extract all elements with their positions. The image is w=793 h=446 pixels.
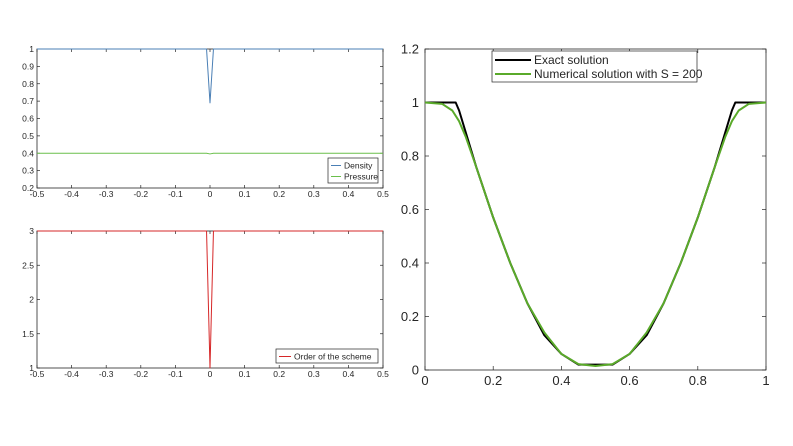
x-tick-label: 0 [208,369,213,379]
x-tick-label: 0.5 [377,369,389,379]
x-tick-label: -0.5 [30,369,45,379]
legend-label: Order of the scheme [294,352,372,362]
x-tick-label: 0.6 [621,373,639,388]
legend-label: Density [344,161,373,171]
x-tick-label: 1 [762,373,769,388]
legend-box [327,157,379,184]
y-tick-label: 0.4 [22,148,34,158]
y-tick-label: 0.7 [22,96,34,106]
x-tick-label: 0.1 [239,369,251,379]
x-tick-label: 0.2 [273,189,285,199]
x-tick-label: 0.3 [308,189,320,199]
chart-bottom-left: -0.5 -0.4 -0.3 -0.2 -0.1 0 0.1 0.2 0.3 0.4 0.5 1 1.5… [22,226,389,379]
y-tick-label: 0.5 [22,131,34,141]
x-tick-label: 0.2 [484,373,502,388]
x-tick-label: -0.4 [64,189,79,199]
y-tick-label: 1.5 [22,329,34,339]
axes-box [424,48,767,371]
x-tick-label: 0.2 [273,369,285,379]
legend-label: Numerical solution with S = 200 [534,67,703,81]
x-tick-label: -0.3 [99,369,114,379]
y-tick-label: 1 [29,363,34,373]
legend-label: Exact solution [534,53,609,67]
y-tick-label: 0.9 [22,61,34,71]
x-tick-label: -0.2 [133,189,148,199]
y-tick-label: 0.2 [401,309,419,324]
y-tick-label: 2.5 [22,260,34,270]
y-tick-label: 0.8 [22,79,34,89]
y-tick-label: 1 [412,95,419,110]
legend-box [491,50,698,83]
y-tick-label: 1 [29,44,34,54]
series-line-exact-solution [425,101,766,366]
x-tick-label: -0.4 [64,369,79,379]
x-tick-label: 0 [208,189,213,199]
y-tick-label: 0.4 [401,256,419,271]
y-tick-label: 0.8 [401,149,419,164]
y-tick-label: 2 [29,295,34,305]
legend-box [275,348,379,364]
x-tick-label: -0.1 [168,369,183,379]
x-tick-label: -0.1 [168,189,183,199]
y-tick-label: 3 [29,226,34,236]
y-tick-label: 0 [412,363,419,378]
x-tick-label: 0.4 [342,369,354,379]
chart-top-left: -0.5 -0.4 -0.3 -0.2 -0.1 0 0.1 0.2 0.3 0.4 0.5 0.2 0… [22,44,389,199]
y-tick-label: 0.3 [22,166,34,176]
y-tick-label: 0.6 [22,114,34,124]
x-tick-label: -0.2 [133,369,148,379]
x-tick-label: -0.3 [99,189,114,199]
series-line-density [37,48,383,104]
x-tick-label: 0.3 [308,369,320,379]
x-tick-label: 0.4 [342,189,354,199]
legend-label: Pressure [344,172,378,182]
x-tick-label: 0.1 [239,189,251,199]
axes-box [36,230,384,369]
series-line-order-of-the-scheme [37,230,383,369]
legend: Order of the scheme [275,348,379,364]
series-line-numerical-solution-with-s-200 [424,101,767,367]
x-tick-label: 0.8 [689,373,707,388]
x-tick-label: -0.5 [30,189,45,199]
y-tick-label: 0.2 [22,183,34,193]
y-tick-label: 0.6 [401,202,419,217]
y-tick-label: 1.2 [401,42,419,57]
x-tick-label: 0 [421,373,428,388]
series-line-pressure [37,152,383,155]
x-tick-label: 0.4 [552,373,570,388]
x-tick-label: 0.5 [377,189,389,199]
chart-right: 0 0.2 0.4 0.6 0.8 1 0 0.2 0.4 0.6 0.8 1 1.2 Exact sol… [401,42,770,389]
